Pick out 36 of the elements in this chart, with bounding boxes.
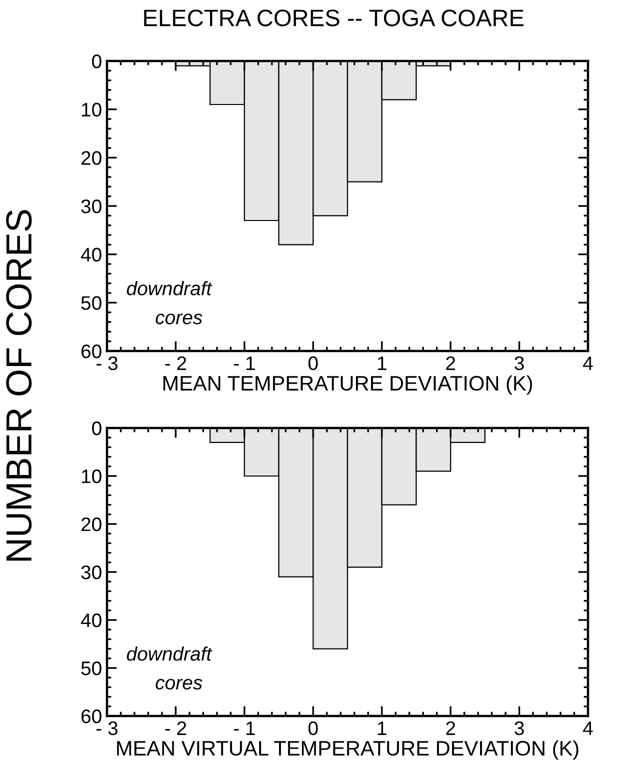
y-tick-label: 20 [81, 517, 102, 532]
x-axis-title: MEAN VIRTUAL TEMPERATURE DEVIATION (K) [117, 740, 578, 760]
x-tick-label: - 2 [165, 721, 186, 735]
y-tick-label: 20 [81, 151, 102, 165]
x-tick-label: 4 [583, 722, 593, 735]
x-tick-label: - 1 [234, 356, 255, 370]
x-tick-label: - 2 [165, 356, 186, 370]
x-tick-label: 0 [308, 356, 318, 370]
y-tick-label: 50 [81, 296, 102, 310]
x-tick-label: - 1 [234, 722, 255, 735]
x-tick-label: 0 [308, 721, 318, 736]
x-tick-label: 2 [446, 356, 456, 370]
y-tick-label: 60 [82, 344, 102, 358]
y-tick-label: 30 [81, 199, 102, 214]
y-tick-label: 10 [82, 102, 102, 117]
y-tick-label: 40 [80, 248, 102, 262]
y-tick-label: 0 [92, 54, 102, 68]
annotation: cores [156, 314, 202, 324]
x-tick-label: 3 [514, 356, 524, 370]
annotation: cores [156, 678, 202, 690]
annotation: downdraft [126, 646, 212, 661]
y-tick-label: 40 [80, 613, 102, 628]
y-tick-label: 10 [82, 469, 102, 484]
y-tick-label: 50 [81, 661, 102, 676]
y-tick-label: 30 [81, 565, 102, 580]
x-tick-label: 1 [378, 356, 386, 370]
x-tick-label: 2 [446, 721, 456, 735]
x-tick-label: 3 [514, 721, 524, 736]
x-tick-label: 4 [583, 356, 593, 370]
annotation: downdraft [126, 281, 212, 296]
x-axis-title: MEAN TEMPERATURE DEVIATION (K) [163, 375, 532, 395]
chart-title: ELECTRA CORES -- TOGA COARE [144, 10, 524, 26]
y-tick-label: 0 [92, 421, 102, 436]
x-tick-label: 1 [378, 722, 386, 735]
y-tick-label: 60 [82, 709, 102, 724]
y-axis-title: NUMBER OF CORES [6, 210, 32, 561]
